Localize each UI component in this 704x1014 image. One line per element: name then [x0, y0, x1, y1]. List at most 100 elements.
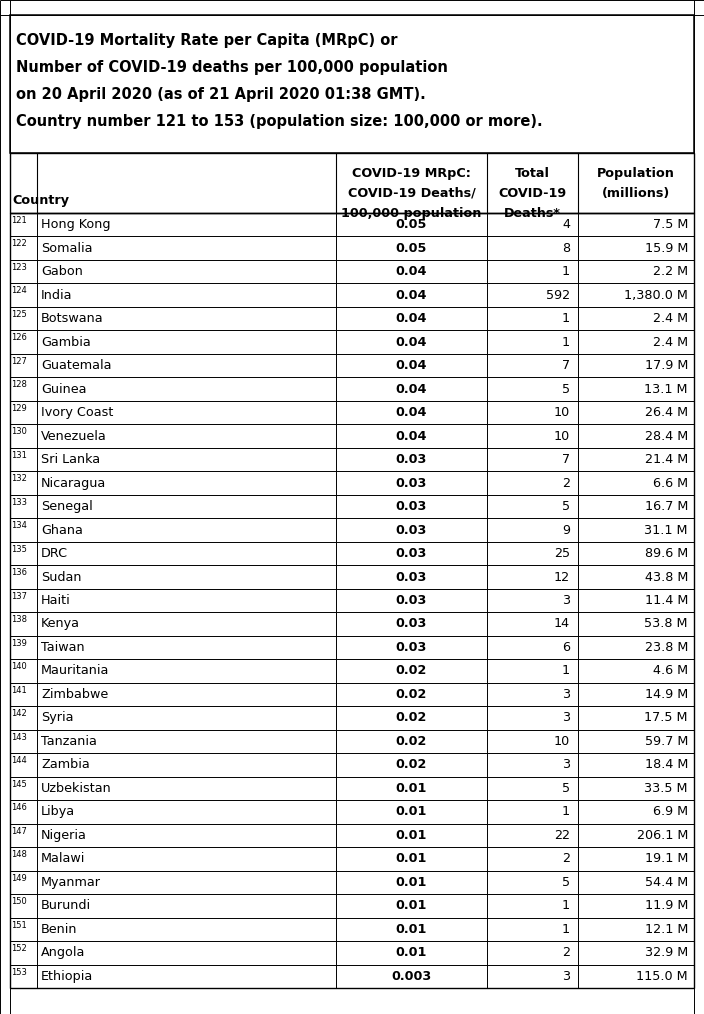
Text: 139: 139: [11, 639, 27, 648]
Bar: [10, 153, 694, 213]
Text: 18.4 M: 18.4 M: [645, 758, 688, 772]
Text: 16.7 M: 16.7 M: [645, 500, 688, 513]
Text: Guatemala: Guatemala: [41, 359, 111, 372]
Text: 10: 10: [554, 407, 570, 419]
Text: 3: 3: [562, 594, 570, 607]
Bar: [10, 213, 694, 988]
Text: 142: 142: [11, 709, 27, 718]
Text: Zambia: Zambia: [41, 758, 89, 772]
Text: 3: 3: [562, 687, 570, 701]
Text: Country: Country: [12, 194, 69, 207]
Bar: [10, 15, 694, 153]
Text: 100,000 population: 100,000 population: [341, 207, 482, 220]
Text: 1: 1: [562, 805, 570, 818]
Text: 150: 150: [11, 897, 27, 907]
Text: Nigeria: Nigeria: [41, 828, 87, 842]
Text: 0.01: 0.01: [396, 946, 427, 959]
Text: 23.8 M: 23.8 M: [645, 641, 688, 654]
Text: 3: 3: [562, 712, 570, 724]
Text: Angola: Angola: [41, 946, 85, 959]
Text: 0.02: 0.02: [396, 687, 427, 701]
Text: 14: 14: [554, 618, 570, 631]
Text: 15.9 M: 15.9 M: [645, 241, 688, 255]
Text: 0.03: 0.03: [396, 477, 427, 490]
Text: 31.1 M: 31.1 M: [644, 523, 688, 536]
Text: 11.9 M: 11.9 M: [645, 899, 688, 913]
Text: 0.01: 0.01: [396, 876, 427, 889]
Text: 144: 144: [11, 756, 27, 766]
Text: 1: 1: [562, 899, 570, 913]
Text: 592: 592: [546, 289, 570, 302]
Text: Hong Kong: Hong Kong: [41, 218, 111, 231]
Text: on 20 April 2020 (as of 21 April 2020 01:38 GMT).: on 20 April 2020 (as of 21 April 2020 01…: [16, 87, 426, 102]
Text: Botswana: Botswana: [41, 312, 103, 325]
Text: COVID-19 Deaths/: COVID-19 Deaths/: [348, 187, 475, 200]
Text: Sri Lanka: Sri Lanka: [41, 453, 100, 466]
Text: 43.8 M: 43.8 M: [645, 571, 688, 583]
Text: 10: 10: [554, 735, 570, 748]
Text: Uzbekistan: Uzbekistan: [41, 782, 112, 795]
Text: 11.4 M: 11.4 M: [645, 594, 688, 607]
Text: 130: 130: [11, 427, 27, 436]
Text: 148: 148: [11, 850, 27, 859]
Text: 136: 136: [11, 568, 27, 577]
Text: 0.01: 0.01: [396, 923, 427, 936]
Text: 3: 3: [562, 969, 570, 983]
Text: 2.4 M: 2.4 M: [653, 312, 688, 325]
Text: 115.0 M: 115.0 M: [636, 969, 688, 983]
Text: 0.01: 0.01: [396, 899, 427, 913]
Text: 132: 132: [11, 475, 27, 484]
Text: 128: 128: [11, 380, 27, 389]
Text: Somalia: Somalia: [41, 241, 92, 255]
Text: 3: 3: [562, 758, 570, 772]
Text: Haiti: Haiti: [41, 594, 70, 607]
Text: Senegal: Senegal: [41, 500, 93, 513]
Text: 2: 2: [562, 853, 570, 865]
Text: 0.04: 0.04: [396, 382, 427, 395]
Text: 147: 147: [11, 826, 27, 836]
Text: Myanmar: Myanmar: [41, 876, 101, 889]
Text: 0.03: 0.03: [396, 500, 427, 513]
Text: Sudan: Sudan: [41, 571, 82, 583]
Text: 12.1 M: 12.1 M: [645, 923, 688, 936]
Text: (millions): (millions): [602, 187, 670, 200]
Text: 122: 122: [11, 239, 27, 248]
Text: 206.1 M: 206.1 M: [636, 828, 688, 842]
Text: 131: 131: [11, 451, 27, 459]
Text: Malawi: Malawi: [41, 853, 85, 865]
Text: 1: 1: [562, 923, 570, 936]
Text: 145: 145: [11, 780, 27, 789]
Text: 0.05: 0.05: [396, 241, 427, 255]
Text: Deaths*: Deaths*: [504, 207, 561, 220]
Text: 0.03: 0.03: [396, 571, 427, 583]
Text: 4: 4: [562, 218, 570, 231]
Text: Country number 121 to 153 (population size: 100,000 or more).: Country number 121 to 153 (population si…: [16, 114, 543, 129]
Text: 125: 125: [11, 310, 27, 319]
Text: 0.01: 0.01: [396, 805, 427, 818]
Text: 0.04: 0.04: [396, 336, 427, 349]
Text: 21.4 M: 21.4 M: [645, 453, 688, 466]
Text: 19.1 M: 19.1 M: [645, 853, 688, 865]
Text: Population: Population: [597, 167, 675, 180]
Text: Ghana: Ghana: [41, 523, 83, 536]
Text: 53.8 M: 53.8 M: [644, 618, 688, 631]
Text: India: India: [41, 289, 73, 302]
Text: 0.04: 0.04: [396, 312, 427, 325]
Text: Kenya: Kenya: [41, 618, 80, 631]
Text: 124: 124: [11, 286, 27, 295]
Text: 0.04: 0.04: [396, 266, 427, 278]
Text: Benin: Benin: [41, 923, 77, 936]
Text: 127: 127: [11, 357, 27, 366]
Text: 141: 141: [11, 685, 27, 695]
Text: 25: 25: [554, 547, 570, 560]
Text: Ivory Coast: Ivory Coast: [41, 407, 113, 419]
Text: 0.04: 0.04: [396, 430, 427, 442]
Text: 2.4 M: 2.4 M: [653, 336, 688, 349]
Text: Zimbabwe: Zimbabwe: [41, 687, 108, 701]
Text: 28.4 M: 28.4 M: [645, 430, 688, 442]
Text: 0.03: 0.03: [396, 641, 427, 654]
Text: Taiwan: Taiwan: [41, 641, 84, 654]
Text: 89.6 M: 89.6 M: [645, 547, 688, 560]
Text: 22: 22: [554, 828, 570, 842]
Text: 2: 2: [562, 946, 570, 959]
